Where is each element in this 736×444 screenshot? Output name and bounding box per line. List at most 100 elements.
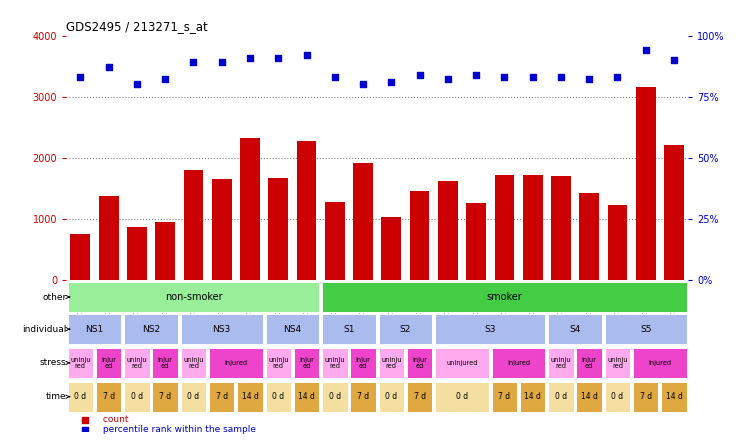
Text: smoker: smoker [486, 292, 523, 302]
Text: 0 d: 0 d [74, 392, 86, 401]
Bar [124, 382, 149, 412]
Text: uninju
red: uninju red [325, 357, 345, 369]
Text: S1: S1 [343, 325, 355, 333]
Bar [96, 382, 121, 412]
Text: 14 d: 14 d [524, 392, 541, 401]
Bar [68, 348, 93, 378]
Bar [152, 382, 178, 412]
Bar [520, 382, 545, 412]
Text: injured: injured [224, 360, 247, 366]
Text: S3: S3 [484, 325, 496, 333]
Bar [435, 382, 489, 412]
Text: 14 d: 14 d [665, 392, 682, 401]
Text: S2: S2 [400, 325, 411, 333]
Point [442, 76, 454, 83]
Point [470, 71, 482, 78]
Text: 0 d: 0 d [188, 392, 199, 401]
Bar [548, 314, 602, 344]
Bar [548, 382, 573, 412]
Bar [438, 181, 458, 280]
Bar [350, 382, 376, 412]
Text: 0 d: 0 d [272, 392, 284, 401]
Text: non-smoker: non-smoker [165, 292, 222, 302]
Text: injur
ed: injur ed [355, 357, 370, 369]
Point [131, 81, 143, 88]
Bar [209, 348, 263, 378]
Bar [407, 348, 432, 378]
Point [498, 74, 510, 81]
Text: injur
ed: injur ed [299, 357, 314, 369]
Bar [378, 382, 404, 412]
Bar [124, 314, 178, 344]
Point [103, 64, 115, 71]
Text: S4: S4 [570, 325, 581, 333]
Text: other: other [42, 293, 66, 301]
Text: NS2: NS2 [142, 325, 160, 333]
Point [188, 59, 199, 66]
Bar [266, 382, 291, 412]
Bar [181, 348, 206, 378]
Bar [548, 348, 573, 378]
Text: uninju
red: uninju red [551, 357, 571, 369]
Point [244, 54, 256, 61]
Point [357, 81, 369, 88]
Bar [68, 382, 93, 412]
Text: 7 d: 7 d [357, 392, 369, 401]
Bar [155, 222, 175, 280]
Point [414, 71, 425, 78]
Bar [381, 218, 401, 280]
Bar [212, 179, 232, 280]
Text: uninju
red: uninju red [183, 357, 204, 369]
Text: 7 d: 7 d [640, 392, 652, 401]
Text: NS1: NS1 [85, 325, 104, 333]
Text: 7 d: 7 d [498, 392, 511, 401]
Bar [350, 348, 376, 378]
Text: 0 d: 0 d [555, 392, 567, 401]
Text: 0 d: 0 d [385, 392, 397, 401]
Bar [68, 282, 319, 312]
Bar [297, 141, 316, 280]
Bar [152, 348, 178, 378]
Point [329, 74, 341, 81]
Point [640, 47, 651, 54]
Text: stress: stress [40, 358, 66, 368]
Bar [608, 205, 627, 280]
Text: 0 d: 0 d [329, 392, 341, 401]
Point [668, 56, 680, 63]
Text: 14 d: 14 d [241, 392, 258, 401]
Text: injured: injured [507, 360, 530, 366]
Bar [407, 382, 432, 412]
Point [386, 79, 397, 86]
Bar [353, 163, 373, 280]
Bar [605, 314, 687, 344]
Bar [523, 175, 542, 280]
Bar [576, 382, 602, 412]
Point [527, 74, 539, 81]
Text: 14 d: 14 d [581, 392, 598, 401]
Bar [322, 382, 347, 412]
Bar [378, 348, 404, 378]
Bar [71, 234, 91, 280]
Text: injured: injured [648, 360, 671, 366]
Bar [266, 314, 319, 344]
Text: 0 d: 0 d [131, 392, 143, 401]
Bar [294, 382, 319, 412]
Bar [266, 348, 291, 378]
Bar [99, 195, 118, 280]
Bar [181, 382, 206, 412]
Text: S5: S5 [640, 325, 651, 333]
Bar [68, 314, 121, 344]
Bar [633, 382, 659, 412]
Bar [240, 138, 260, 280]
Text: uninju
red: uninju red [607, 357, 628, 369]
Bar [466, 203, 486, 280]
Bar [183, 170, 203, 280]
Text: injur
ed: injur ed [158, 357, 173, 369]
Bar [492, 348, 545, 378]
Bar [124, 348, 149, 378]
Point [555, 74, 567, 81]
Point [584, 76, 595, 83]
Text: individual: individual [22, 325, 66, 333]
Bar [551, 176, 571, 280]
Bar [492, 382, 517, 412]
